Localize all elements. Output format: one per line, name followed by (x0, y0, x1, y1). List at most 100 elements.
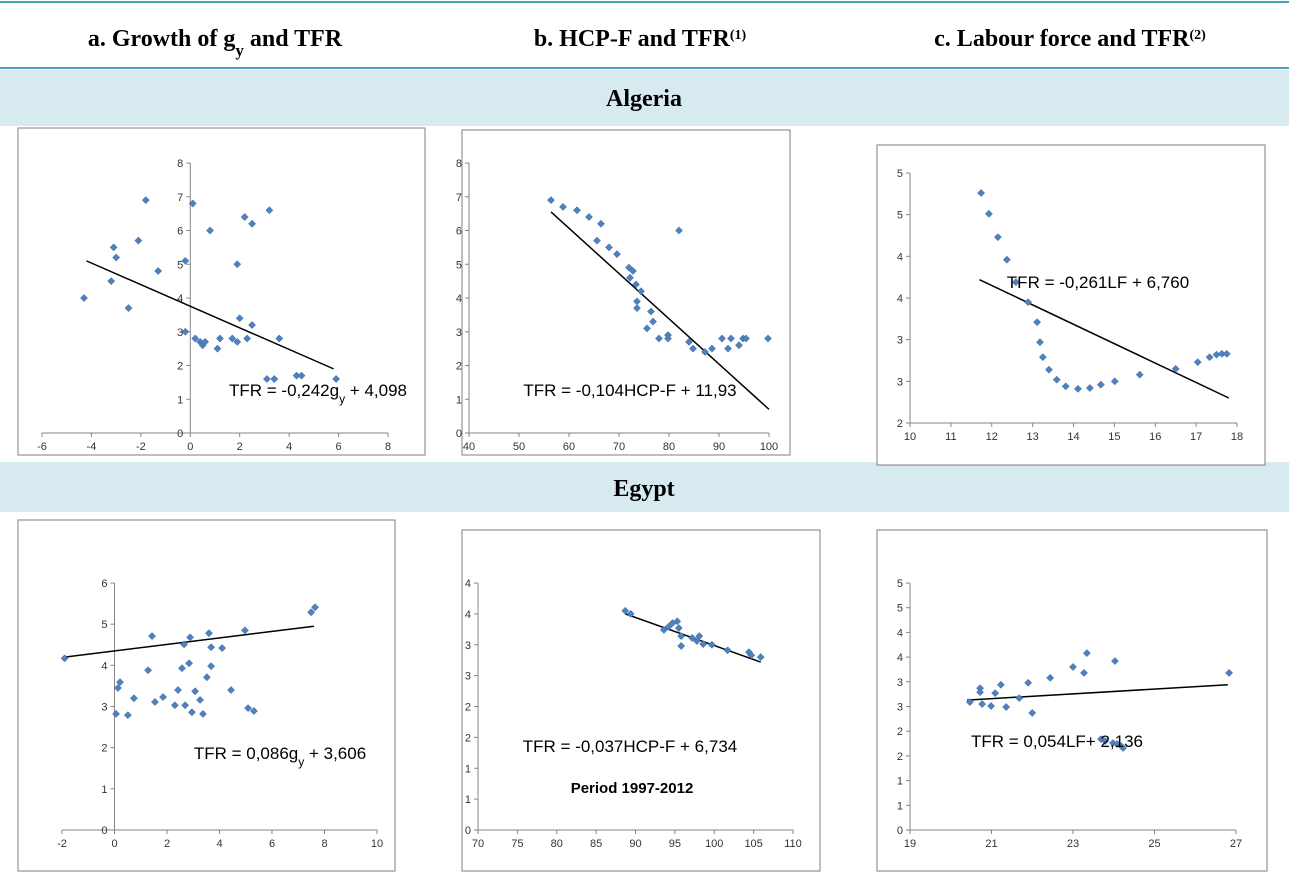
y-tick-label: 7 (177, 192, 183, 204)
point (724, 344, 732, 353)
y-tick-label: 2 (897, 418, 903, 430)
y-tick-label: 5 (897, 210, 903, 222)
x-tick-label: -2 (136, 441, 146, 453)
y-tick-label: 6 (101, 578, 107, 590)
annotation: Period 1997-2012 (571, 780, 694, 797)
equation-text: TFR = -0,242g (229, 381, 339, 400)
point (1205, 353, 1214, 362)
chart-frame (876, 144, 1266, 466)
x-tick-label: 40 (463, 441, 475, 453)
point (129, 694, 138, 703)
point (311, 603, 320, 612)
equation-text: TFR = -0,104HCP-F + 11,93 (523, 381, 736, 400)
point (213, 344, 222, 353)
point (585, 213, 593, 221)
point (1110, 377, 1119, 386)
point (107, 277, 116, 286)
x-tick-label: 85 (590, 838, 602, 850)
point (1096, 380, 1105, 389)
y-tick-label: 3 (897, 335, 903, 347)
point (265, 206, 274, 215)
point (244, 704, 253, 713)
point (1225, 668, 1234, 677)
point (727, 334, 735, 343)
point (742, 334, 750, 343)
point (747, 651, 756, 660)
point (116, 678, 124, 687)
point (978, 700, 987, 708)
y-tick-label: 1 (177, 394, 183, 406)
trendline (64, 625, 315, 658)
y-tick-label: 3 (177, 327, 183, 339)
x-tick-label: 4 (286, 441, 292, 453)
y-tick-label: 1 (465, 794, 471, 806)
point (993, 233, 1002, 242)
point (262, 375, 271, 383)
point (664, 334, 672, 343)
point (1074, 384, 1082, 393)
point (708, 344, 716, 353)
x-tick-label: 14 (1067, 431, 1079, 443)
point (655, 334, 663, 343)
y-tick-label: 1 (897, 776, 903, 788)
point (593, 236, 601, 245)
column-header: a. Growth of gy and TFR (88, 26, 343, 60)
point (215, 334, 224, 343)
equation: TFR = 0,054LF+ 2,136 (971, 732, 1143, 751)
x-tick-label: 90 (713, 441, 725, 453)
x-tick-label: 80 (551, 838, 563, 850)
point (647, 307, 655, 316)
point (170, 701, 179, 710)
point (965, 698, 974, 707)
row-band (0, 70, 1289, 126)
point (573, 206, 581, 215)
point (1080, 668, 1088, 677)
x-tick-label: 10 (371, 838, 383, 850)
x-tick-label: 80 (663, 441, 675, 453)
equation-text: TFR = -0,037HCP-F + 6,734 (523, 737, 737, 756)
point (1045, 365, 1053, 374)
point (605, 243, 613, 252)
point (674, 624, 683, 633)
point (186, 633, 195, 642)
point (205, 629, 213, 638)
row-label: Algeria (606, 86, 682, 112)
y-tick-label: 4 (456, 293, 462, 305)
y-tick-label: 0 (897, 825, 903, 837)
point (1038, 353, 1047, 362)
x-tick-label: 17 (1190, 431, 1202, 443)
point (228, 334, 237, 343)
chart-frame (461, 529, 821, 872)
x-tick-label: 70 (613, 441, 625, 453)
point (1101, 737, 1110, 746)
point (243, 334, 252, 343)
point (1171, 364, 1180, 373)
y-tick-label: 4 (897, 627, 903, 639)
equation-sub: y (298, 755, 304, 769)
point (649, 317, 657, 326)
y-tick-label: 4 (177, 293, 183, 305)
point (699, 640, 708, 649)
point (240, 213, 249, 221)
x-tick-label: 11 (945, 431, 956, 443)
point (201, 337, 210, 346)
point (1011, 278, 1020, 287)
x-tick-label: 12 (986, 431, 998, 443)
point (123, 711, 132, 720)
y-tick-label: 5 (897, 578, 903, 590)
point (248, 219, 257, 228)
row-label: Egypt (613, 476, 674, 502)
y-tick-label: 8 (177, 158, 183, 170)
equation-text: + 3,606 (304, 744, 366, 763)
equation-text: TFR = 0,054LF+ 2,136 (971, 732, 1143, 751)
x-tick-label: 100 (705, 838, 723, 850)
equation-sub: y (339, 392, 345, 406)
point (701, 348, 709, 356)
y-tick-label: 6 (456, 226, 462, 238)
point (659, 625, 668, 634)
point (996, 680, 1005, 689)
row-band (0, 462, 1289, 512)
x-tick-label: 25 (1148, 838, 1160, 850)
header-sup: (1) (730, 28, 747, 43)
point (112, 709, 121, 718)
